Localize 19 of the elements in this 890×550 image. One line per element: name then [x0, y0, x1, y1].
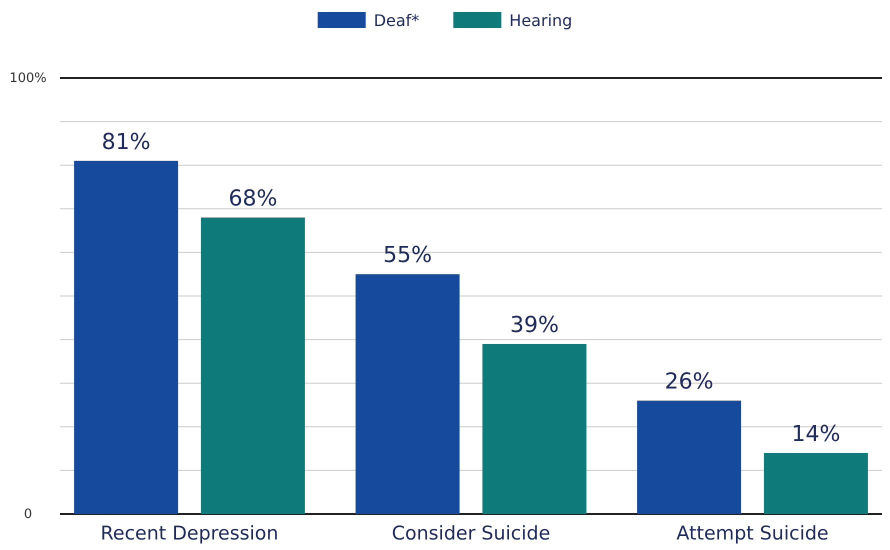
bar: [764, 452, 868, 514]
data-label: 14%: [791, 422, 840, 447]
y-tick-label: 0: [24, 507, 32, 522]
data-label: 81%: [102, 130, 151, 155]
x-tick-label: Recent Depression: [100, 522, 278, 544]
data-label: 39%: [510, 312, 559, 338]
x-tick-label: Attempt Suicide: [676, 522, 829, 544]
data-label: 55%: [383, 243, 432, 268]
bar: [74, 160, 178, 514]
bar: [637, 400, 742, 514]
bar: [356, 274, 460, 514]
bar: [482, 344, 586, 514]
legend-label: Deaf*: [374, 11, 420, 30]
legend-label: Hearing: [509, 11, 572, 30]
data-label: 26%: [664, 370, 714, 395]
bar: [200, 218, 305, 514]
y-tick-label: 100%: [9, 71, 47, 86]
data-label: 68%: [228, 186, 278, 212]
x-tick-label: Consider Suicide: [392, 522, 550, 544]
